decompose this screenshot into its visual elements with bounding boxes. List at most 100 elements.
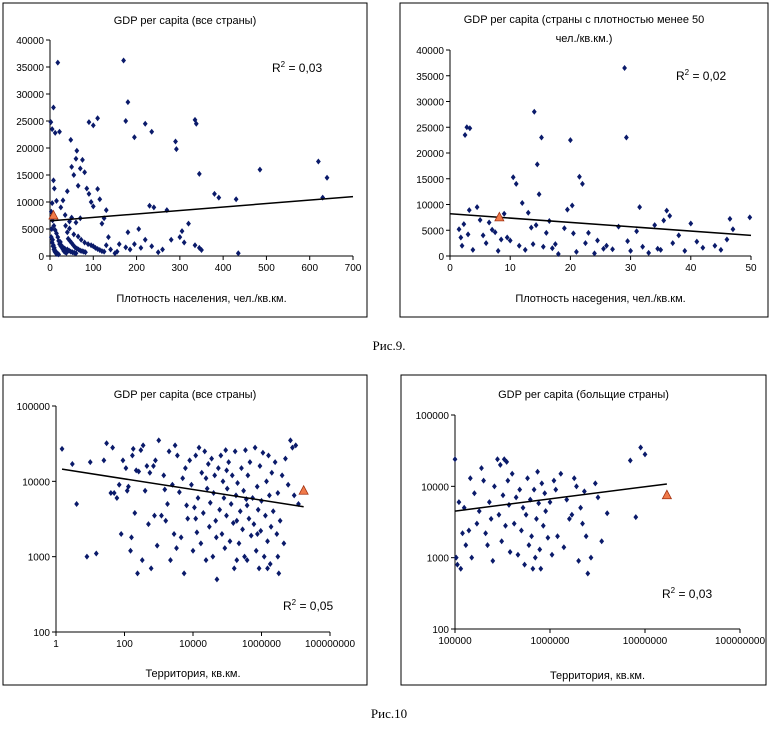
data-point: [501, 210, 507, 217]
data-point: [279, 472, 285, 479]
data-point: [290, 444, 295, 451]
data-point: [525, 209, 531, 216]
data-point: [275, 490, 281, 497]
data-point: [240, 526, 245, 533]
data-point: [166, 448, 172, 455]
data-point: [474, 520, 480, 527]
data-point: [261, 553, 267, 560]
data-point: [571, 475, 577, 482]
data-point: [555, 533, 560, 540]
data-point: [516, 242, 522, 249]
data-point: [108, 246, 113, 253]
data-point: [114, 248, 120, 255]
data-point: [224, 512, 229, 519]
highlight-marker: [661, 489, 673, 500]
data-point: [118, 530, 124, 537]
data-point: [534, 161, 540, 168]
data-point: [227, 538, 233, 545]
data-point: [601, 245, 606, 252]
x-tick-label: 400: [215, 263, 232, 274]
data-point: [149, 128, 155, 135]
highlight-marker: [298, 484, 309, 495]
data-point: [58, 204, 64, 211]
data-point: [485, 542, 490, 549]
data-point: [49, 226, 55, 232]
data-point: [193, 120, 199, 127]
data-point: [634, 228, 640, 235]
data-point: [193, 452, 199, 459]
data-point: [223, 447, 229, 454]
chart-title: GDP per capita (страны с плотностью мене…: [464, 14, 705, 26]
data-point: [49, 126, 55, 133]
data-point: [71, 172, 77, 178]
y-tick-label: 40000: [16, 36, 44, 47]
data-point: [283, 455, 288, 462]
data-point: [522, 246, 528, 253]
chart-title: GDP per capita (все страны): [114, 15, 257, 27]
data-point: [658, 246, 664, 253]
r-squared-label: R2 = 0,03: [272, 60, 322, 75]
data-point: [144, 462, 150, 469]
data-point: [581, 488, 587, 495]
data-point: [206, 523, 212, 530]
data-point: [576, 557, 581, 564]
data-point: [492, 229, 498, 236]
data-point: [700, 244, 706, 251]
data-point: [633, 514, 639, 521]
data-point: [82, 169, 88, 176]
data-point: [190, 547, 196, 554]
data-point: [156, 437, 162, 444]
data-point: [219, 530, 225, 537]
data-point: [471, 490, 477, 497]
data-point: [274, 530, 280, 537]
y-tick-label: 0: [38, 252, 44, 263]
data-point: [467, 125, 473, 132]
data-point: [60, 197, 66, 204]
y-tick-label: 5000: [422, 226, 445, 237]
data-point: [69, 163, 75, 170]
data-point: [159, 512, 164, 519]
data-point: [177, 234, 183, 241]
data-point: [452, 456, 458, 463]
data-point: [199, 469, 205, 476]
data-point: [513, 180, 519, 187]
y-tick-label: 15000: [16, 171, 44, 182]
chart-frame: [2, 374, 368, 686]
data-point: [564, 496, 570, 503]
data-point: [652, 222, 658, 229]
data-point: [90, 122, 96, 129]
data-point: [456, 499, 462, 506]
data-point: [638, 444, 644, 451]
data-point: [588, 554, 594, 561]
data-point: [229, 472, 235, 479]
data-point: [246, 515, 252, 522]
x-tick-label: 100000000: [305, 639, 355, 650]
data-point: [226, 459, 232, 466]
data-point: [481, 477, 486, 484]
data-point: [585, 570, 591, 577]
y-tick-label: 10000: [421, 482, 449, 493]
data-point: [228, 501, 234, 508]
data-point: [474, 204, 480, 211]
data-point: [248, 532, 254, 539]
data-point: [99, 220, 105, 227]
data-point: [526, 542, 532, 549]
y-tick-label: 30000: [416, 98, 444, 109]
data-point: [495, 247, 501, 254]
x-tick-label: 40: [685, 263, 697, 274]
data-point: [174, 452, 180, 459]
data-point: [203, 475, 209, 482]
x-tick-label: 500: [258, 263, 275, 274]
y-tick-label: 100: [432, 625, 449, 636]
data-point: [724, 236, 730, 243]
data-point: [623, 134, 629, 141]
data-point: [254, 483, 260, 490]
data-point: [500, 492, 506, 499]
data-point: [130, 445, 136, 452]
data-point: [540, 243, 546, 250]
data-point: [264, 478, 269, 485]
data-point: [142, 236, 148, 243]
data-point: [179, 228, 185, 235]
data-point: [173, 138, 178, 145]
data-point: [90, 203, 96, 210]
